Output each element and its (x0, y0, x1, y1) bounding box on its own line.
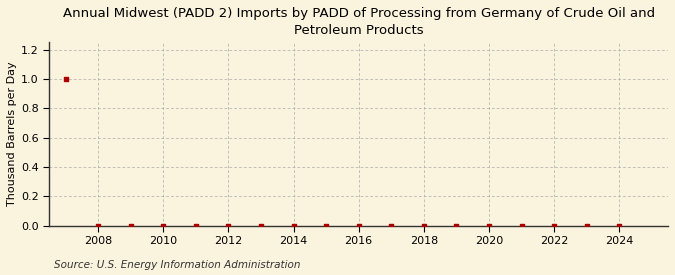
Title: Annual Midwest (PADD 2) Imports by PADD of Processing from Germany of Crude Oil : Annual Midwest (PADD 2) Imports by PADD … (63, 7, 655, 37)
Point (386, 224, 397, 228)
Point (353, 224, 364, 228)
Point (223, 224, 234, 228)
Point (92, 224, 103, 228)
Text: Source: U.S. Energy Information Administration: Source: U.S. Energy Information Administ… (54, 260, 300, 270)
Point (516, 224, 527, 228)
Y-axis label: Thousand Barrels per Day: Thousand Barrels per Day (7, 62, 17, 206)
Point (483, 224, 494, 228)
Point (158, 224, 169, 228)
Point (418, 224, 429, 228)
Point (28, 224, 38, 228)
Point (549, 224, 560, 228)
Point (288, 224, 299, 228)
Point (614, 224, 624, 228)
Point (256, 224, 267, 228)
Point (451, 224, 462, 228)
Point (190, 224, 201, 228)
Point (321, 224, 331, 228)
Point (60, 77, 71, 81)
Point (581, 224, 592, 228)
Point (126, 224, 136, 228)
